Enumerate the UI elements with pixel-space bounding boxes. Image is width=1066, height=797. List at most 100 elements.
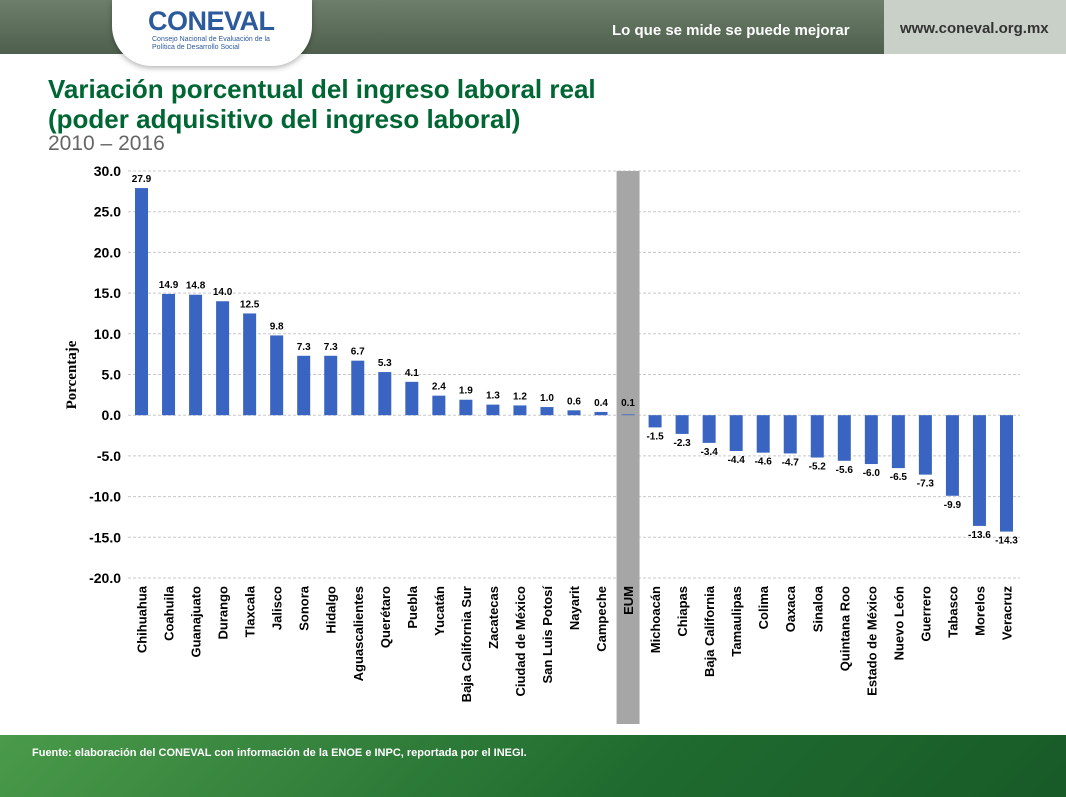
bar xyxy=(297,355,311,416)
data-label: -13.6 xyxy=(968,530,991,541)
bar xyxy=(621,414,635,416)
data-label: -5.6 xyxy=(836,465,854,476)
data-label: -4.6 xyxy=(755,457,773,468)
bar xyxy=(405,381,419,416)
data-label: 12.5 xyxy=(240,299,260,310)
bar xyxy=(999,415,1013,532)
x-tick-label: Oaxaca xyxy=(783,585,798,632)
x-tick-label: Guanajuato xyxy=(189,586,204,658)
bar xyxy=(972,415,986,526)
x-tick-label: Estado de México xyxy=(864,586,879,696)
eum-highlight-band xyxy=(616,171,640,724)
logo[interactable]: CONEVAL Consejo Nacional de Evaluación d… xyxy=(112,0,312,66)
x-tick-label: Tamaulipas xyxy=(729,586,744,657)
x-tick-label: Nayarit xyxy=(567,585,582,630)
title-line-1: Variación porcentual del ingreso laboral… xyxy=(48,74,596,104)
data-label: 1.2 xyxy=(513,391,527,402)
bar xyxy=(675,415,689,434)
data-label: -6.5 xyxy=(890,472,908,483)
data-label: 0.1 xyxy=(621,398,635,409)
page-title: Variación porcentual del ingreso laboral… xyxy=(48,74,596,134)
source-note: Fuente: elaboración del CONEVAL con info… xyxy=(32,747,527,759)
y-tick-label: -20.0 xyxy=(89,570,121,586)
x-tick-label: Durango xyxy=(216,586,231,640)
data-label: 2.4 xyxy=(432,382,446,393)
tagline: Lo que se mide se puede mejorar xyxy=(612,22,850,39)
x-tick-label: EUM xyxy=(621,586,636,615)
bar xyxy=(729,415,743,452)
bar xyxy=(783,415,797,454)
x-tick-label: Coahuila xyxy=(162,585,177,641)
y-tick-label: -5.0 xyxy=(97,448,121,464)
footer-bar: Fuente: elaboración del CONEVAL con info… xyxy=(0,735,1066,797)
data-label: 7.3 xyxy=(324,342,338,353)
website-link[interactable]: www.coneval.org.mx xyxy=(900,20,1049,37)
data-label: 1.0 xyxy=(540,393,554,404)
x-tick-label: Tabasco xyxy=(945,586,960,638)
gridlines xyxy=(128,170,1020,579)
title-line-2: (poder adquisitivo del ingreso laboral) xyxy=(48,104,521,134)
bar xyxy=(459,399,473,416)
x-tick-label: Ciudad de México xyxy=(513,586,528,697)
x-tick-label: Baja California xyxy=(702,585,717,677)
x-tick-label: Jalisco xyxy=(270,586,285,630)
x-tick-label: Michoacán xyxy=(648,586,663,653)
x-tick-label: Colima xyxy=(756,585,771,629)
x-axis-labels: Chihuahua Coahuila Guanajuato Durango Tlaxca… xyxy=(135,585,1015,702)
data-label: 1.3 xyxy=(486,391,500,402)
bar xyxy=(648,415,662,428)
bar xyxy=(432,395,446,416)
logo-subtitle: Consejo Nacional de Evaluación de la Pol… xyxy=(152,36,270,51)
bars xyxy=(135,188,1013,532)
data-label: -3.4 xyxy=(701,447,719,458)
bar xyxy=(810,415,824,458)
bar xyxy=(162,293,176,416)
data-label: -6.0 xyxy=(863,468,881,479)
data-label: -5.2 xyxy=(809,462,827,473)
bar xyxy=(891,415,905,469)
x-tick-label: Nuevo León xyxy=(891,586,906,660)
x-tick-label: Tlaxcala xyxy=(243,585,258,637)
x-tick-label: Veracruz xyxy=(999,586,1014,641)
bar xyxy=(864,415,878,465)
header-bar: CONEVAL Consejo Nacional de Evaluación d… xyxy=(0,0,1066,66)
bar xyxy=(216,301,230,416)
x-tick-label: Sinaloa xyxy=(810,585,825,632)
bar xyxy=(540,407,554,416)
bar xyxy=(324,355,338,416)
highlight-band xyxy=(616,171,640,724)
data-label: 0.4 xyxy=(594,398,608,409)
bar xyxy=(135,188,149,416)
bar xyxy=(567,410,581,416)
data-label: -9.9 xyxy=(944,500,962,511)
y-axis-ticks: 30.0 25.0 20.0 15.0 10.0 5.0 0.0 -5.0 -10.0 -15.0… xyxy=(89,163,121,586)
page-subtitle: 2010 – 2016 xyxy=(48,132,165,155)
data-label: 14.9 xyxy=(159,280,179,291)
bar xyxy=(702,415,716,443)
bar xyxy=(351,360,365,416)
bar xyxy=(918,415,932,475)
data-labels: 27.9 14.9 14.8 14.0 12.5 9.8 7.3 7.3 6.7 5.3 4.1 2.… xyxy=(132,174,1019,547)
bar xyxy=(486,404,500,416)
data-label: 27.9 xyxy=(132,174,152,185)
bar xyxy=(945,415,959,496)
data-label: -4.4 xyxy=(728,455,746,466)
y-tick-label: 0.0 xyxy=(102,407,122,423)
y-tick-label: 30.0 xyxy=(94,163,121,179)
bar xyxy=(189,294,203,416)
bar-chart: 30.0 25.0 20.0 15.0 10.0 5.0 0.0 -5.0 -10.0 -15.0… xyxy=(64,163,1020,724)
data-label: 1.9 xyxy=(459,386,473,397)
x-tick-label: Chiapas xyxy=(675,586,690,637)
data-label: 7.3 xyxy=(297,342,311,353)
data-label: 5.3 xyxy=(378,358,392,369)
x-tick-label: Campeche xyxy=(594,586,609,652)
x-tick-label: Sonora xyxy=(297,585,312,631)
data-label: -1.5 xyxy=(646,431,664,442)
x-tick-label: Zacatecas xyxy=(486,586,501,649)
x-tick-label: San Luis Potosí xyxy=(540,586,555,684)
y-tick-label: 15.0 xyxy=(94,285,121,301)
data-label: 6.7 xyxy=(351,347,365,358)
y-tick-label: 5.0 xyxy=(102,367,122,383)
y-tick-label: 25.0 xyxy=(94,204,121,220)
data-label: 14.0 xyxy=(213,287,233,298)
